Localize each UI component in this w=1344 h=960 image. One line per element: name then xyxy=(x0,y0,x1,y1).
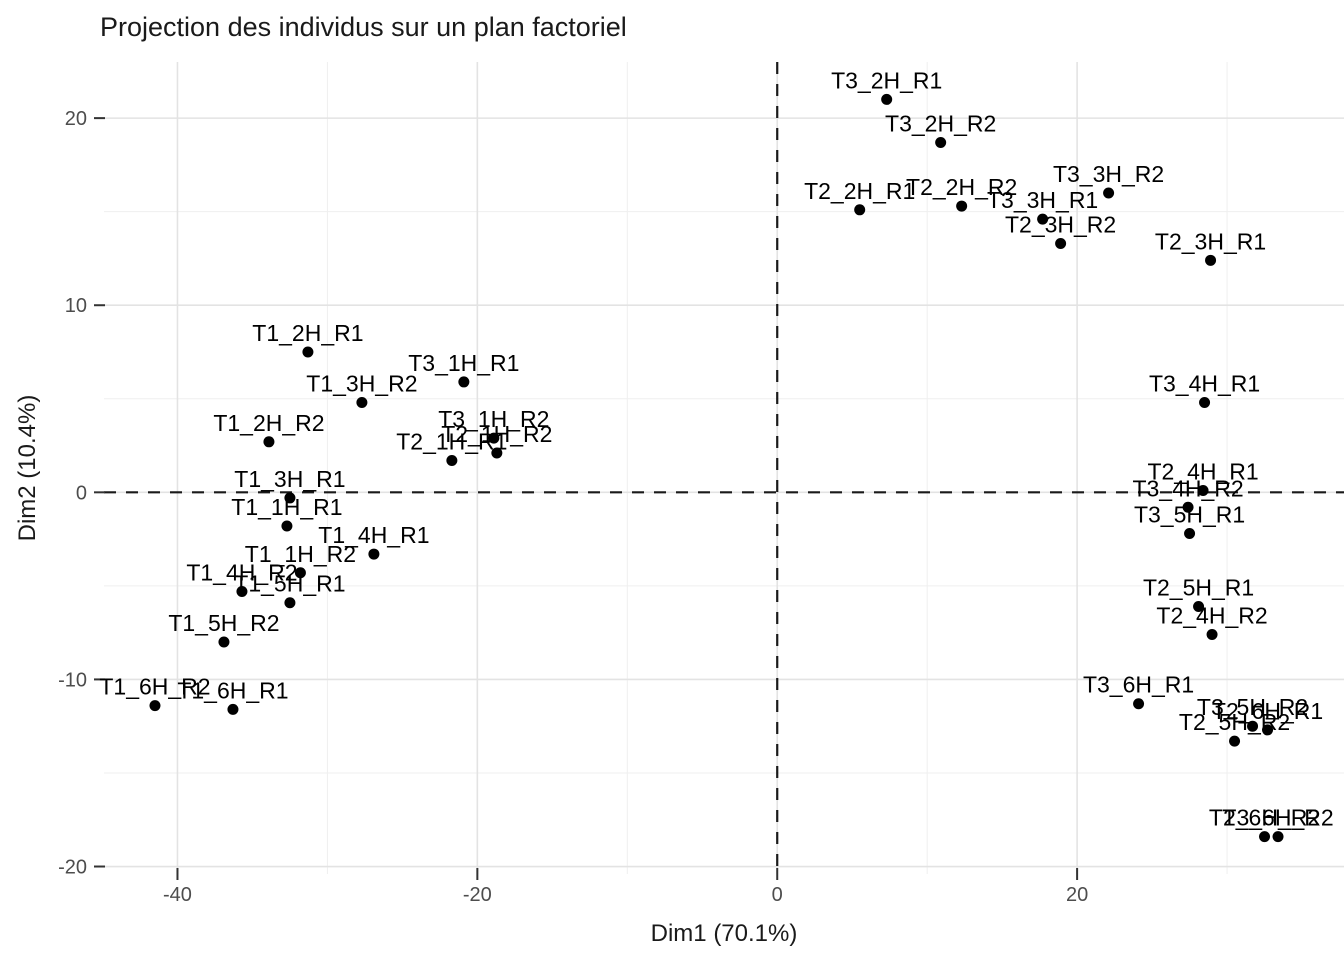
point-label-T3_3H_R2: T3_3H_R2 xyxy=(1053,161,1164,187)
point-label-T1_4H_R1: T1_4H_R1 xyxy=(318,522,429,548)
point-label-T1_2H_R1: T1_2H_R1 xyxy=(252,320,363,346)
data-point-T1_6H_R2 xyxy=(149,700,161,712)
point-label-T2_5H_R1: T2_5H_R1 xyxy=(1143,574,1254,600)
data-point-T3_6H_R1 xyxy=(1133,698,1145,710)
data-point-T2_3H_R1 xyxy=(1205,254,1217,266)
x-axis-title: Dim1 (70.1%) xyxy=(650,920,798,947)
data-point-T1_2H_R1 xyxy=(302,346,314,358)
x-axis-tick-label: 0 xyxy=(772,884,783,906)
point-label-T3_4H_R2: T3_4H_R2 xyxy=(1132,475,1243,501)
point-label-T3_4H_R1: T3_4H_R1 xyxy=(1149,371,1260,397)
point-label-T2_2H_R1: T2_2H_R1 xyxy=(804,178,915,204)
point-label-T1_5H_R2: T1_5H_R2 xyxy=(168,610,279,636)
data-point-T1_1H_R1 xyxy=(281,520,293,532)
point-label-T2_1H_R1: T2_1H_R1 xyxy=(396,429,507,455)
y-axis-tick-label: -10 xyxy=(58,669,87,691)
point-label-T1_3H_R2: T1_3H_R2 xyxy=(306,371,417,397)
y-axis-title: Dim2 (10.4%) xyxy=(14,394,41,542)
data-point-T1_3H_R2 xyxy=(356,397,368,409)
data-point-T3_6H_R2 xyxy=(1272,831,1284,843)
data-point-T3_2H_R2 xyxy=(935,136,947,148)
data-point-T2_6H_R1 xyxy=(1262,724,1274,736)
data-point-T3_3H_R1 xyxy=(1037,213,1049,225)
point-label-T2_3H_R1: T2_3H_R1 xyxy=(1155,228,1266,254)
data-point-T2_1H_R2 xyxy=(491,447,503,459)
data-point-T1_4H_R1 xyxy=(368,548,380,560)
point-label-T3_6H_R2: T3_6H_R2 xyxy=(1222,805,1333,831)
point-label-T1_4H_R2: T1_4H_R2 xyxy=(186,559,297,585)
data-point-T1_4H_R2 xyxy=(236,585,248,597)
point-label-T3_2H_R2: T3_2H_R2 xyxy=(885,110,996,136)
point-label-T2_3H_R2: T2_3H_R2 xyxy=(1005,211,1116,237)
x-axis-tick-label: -40 xyxy=(163,884,192,906)
data-point-T2_5H_R2 xyxy=(1229,735,1241,747)
data-point-T2_6H_R2 xyxy=(1259,831,1271,843)
data-point-T2_4H_R2 xyxy=(1206,629,1218,641)
point-label-T1_3H_R1: T1_3H_R1 xyxy=(234,466,345,492)
y-axis-tick-label: 10 xyxy=(65,295,87,317)
data-point-T2_4H_R1 xyxy=(1197,484,1209,496)
data-point-T2_2H_R1 xyxy=(854,204,866,216)
data-point-T1_3H_R1 xyxy=(284,492,296,504)
point-label-T1_2H_R2: T1_2H_R2 xyxy=(213,410,324,436)
y-axis-tick-label: -20 xyxy=(58,857,87,879)
data-point-T2_3H_R2 xyxy=(1055,237,1067,249)
data-point-T1_5H_R2 xyxy=(218,636,230,648)
data-point-T1_6H_R1 xyxy=(227,703,239,715)
data-point-T3_3H_R2 xyxy=(1103,187,1115,199)
data-point-T2_2H_R2 xyxy=(956,200,968,212)
data-point-T2_1H_R1 xyxy=(446,455,458,467)
point-label-T1_5H_R1: T1_5H_R1 xyxy=(234,571,345,597)
point-label-T3_3H_R1: T3_3H_R1 xyxy=(987,187,1098,213)
data-point-T1_2H_R2 xyxy=(263,436,275,448)
point-label-T1_1H_R2: T1_1H_R2 xyxy=(245,541,356,567)
point-label-T3_2H_R1: T3_2H_R1 xyxy=(831,67,942,93)
data-point-T3_5H_R1 xyxy=(1184,527,1196,539)
point-label-T1_6H_R1: T1_6H_R1 xyxy=(177,677,288,703)
data-point-T2_5H_R1 xyxy=(1193,600,1205,612)
data-point-T1_5H_R1 xyxy=(284,597,296,609)
point-label-T2_2H_R2: T2_2H_R2 xyxy=(906,174,1017,200)
data-point-T1_1H_R2 xyxy=(294,567,306,579)
point-label-T2_5H_R2: T2_5H_R2 xyxy=(1179,709,1290,735)
data-point-T3_5H_R2 xyxy=(1247,720,1259,732)
data-point-T3_1H_R1 xyxy=(458,376,470,388)
point-label-T3_1H_R1: T3_1H_R1 xyxy=(408,350,519,376)
point-label-T1_6H_R2: T1_6H_R2 xyxy=(99,674,210,700)
y-axis-tick-label: 0 xyxy=(76,482,87,504)
data-point-T3_1H_R2 xyxy=(488,432,500,444)
data-point-T3_4H_R2 xyxy=(1182,501,1194,513)
point-label-T3_5H_R2: T3_5H_R2 xyxy=(1197,694,1308,720)
x-axis-tick-label: -20 xyxy=(463,884,492,906)
x-axis-tick-label: 20 xyxy=(1066,884,1088,906)
data-point-T3_4H_R1 xyxy=(1199,397,1211,409)
point-label-T2_6H_R2: T2_6H_R2 xyxy=(1209,805,1320,831)
point-label-T2_4H_R2: T2_4H_R2 xyxy=(1156,603,1267,629)
plot-title: Projection des individus sur un plan fac… xyxy=(100,12,627,42)
point-label-T3_6H_R1: T3_6H_R1 xyxy=(1083,672,1194,698)
data-point-T3_2H_R1 xyxy=(881,93,893,105)
y-axis-tick-label: 20 xyxy=(65,108,87,130)
point-label-T2_4H_R1: T2_4H_R1 xyxy=(1147,458,1258,484)
point-label-T3_1H_R2: T3_1H_R2 xyxy=(438,406,549,432)
point-label-T2_6H_R1: T2_6H_R1 xyxy=(1212,698,1323,724)
